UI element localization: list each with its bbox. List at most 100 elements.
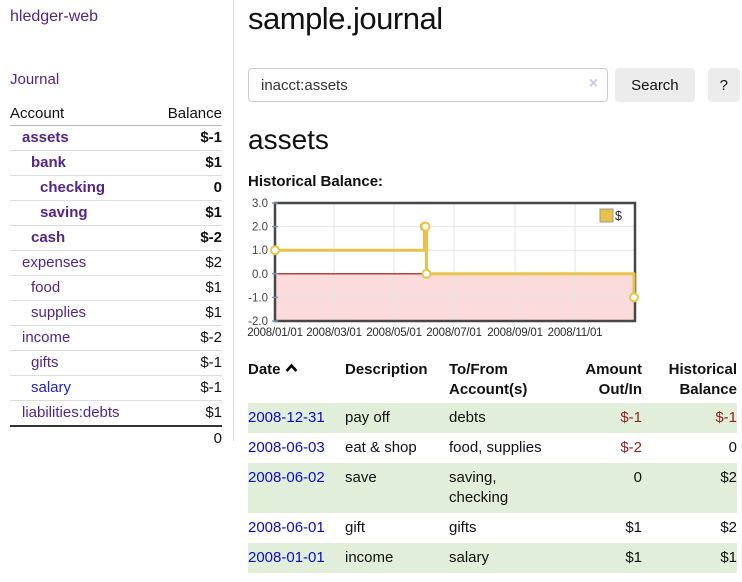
transaction-row: 2008-06-02 save saving, checking 0 $2: [248, 463, 737, 513]
account-balance: $1: [150, 150, 222, 176]
account-link[interactable]: bank: [10, 150, 150, 176]
main-content: sample.journal × Search ? assets Histori…: [247, 0, 740, 573]
sidebar-divider: [233, 0, 234, 441]
help-button[interactable]: ?: [707, 68, 740, 102]
register-col-tofrom-accounts: To/From Account(s): [449, 361, 528, 398]
register-table: Date Description To/From Account(s) Amount O…: [248, 360, 737, 573]
account-balance: $-2: [150, 325, 222, 351]
account-link[interactable]: gifts: [10, 350, 150, 376]
accounts-col-account: Account: [10, 102, 150, 126]
transaction-row: 2008-06-03 eat & shop food, supplies $-2 0: [248, 433, 737, 463]
transaction-balance: $-1: [715, 409, 737, 426]
transaction-description: eat & shop: [345, 439, 417, 456]
account-link[interactable]: liabilities:debts: [10, 400, 150, 427]
transaction-balance: $1: [720, 549, 737, 566]
accounts-col-balance: Balance: [150, 102, 222, 126]
transaction-description: pay off: [345, 409, 390, 426]
search-form: × Search ?: [248, 68, 740, 102]
account-row: liabilities:debts $1: [10, 400, 222, 427]
transaction-amount: $-2: [620, 439, 642, 456]
account-link[interactable]: supplies: [10, 300, 150, 326]
account-balance: $-1: [150, 375, 222, 401]
account-row: salary $-1: [10, 375, 222, 401]
accounts-header-row: Account Balance: [10, 102, 222, 126]
svg-text:2008/09/01: 2008/09/01: [487, 327, 543, 339]
account-row: gifts $-1: [10, 350, 222, 376]
account-row: saving $1: [10, 200, 222, 226]
transaction-row: 2008-12-31 pay off debts $-1 $-1: [248, 403, 737, 433]
account-balance: $-1: [150, 125, 222, 151]
chart-title: Historical Balance:: [248, 173, 384, 190]
transaction-amount: $1: [625, 549, 642, 566]
account-row: cash $-2: [10, 225, 222, 251]
account-link[interactable]: salary: [10, 375, 150, 401]
transaction-row: 2008-01-01 income salary $1 $1: [248, 543, 737, 573]
svg-text:1.0: 1.0: [252, 245, 268, 257]
accounts-total-value: 0: [150, 425, 222, 451]
account-balance: $1: [150, 275, 222, 301]
svg-text:2008/07/01: 2008/07/01: [426, 327, 482, 339]
account-link[interactable]: checking: [10, 175, 150, 201]
transaction-balance: 0: [728, 439, 737, 456]
clear-search-icon[interactable]: ×: [588, 75, 599, 92]
svg-text:3.0: 3.0: [252, 198, 268, 210]
transaction-description: save: [345, 469, 377, 486]
account-balance: $2: [150, 250, 222, 276]
account-balance: $1: [150, 200, 222, 226]
transaction-date-link[interactable]: 2008-06-01: [248, 519, 325, 536]
sidebar-item-journal[interactable]: Journal: [10, 71, 60, 88]
app-title-link[interactable]: hledger-web: [10, 8, 99, 25]
transaction-amount: $-1: [620, 409, 642, 426]
account-row: bank $1: [10, 150, 222, 176]
account-link[interactable]: food: [10, 275, 150, 301]
account-link[interactable]: income: [10, 325, 150, 351]
register-col-historical-balance: Historical Balance: [668, 361, 737, 398]
transaction-date-link[interactable]: 2008-12-31: [248, 409, 325, 426]
sidebar: hledger-web Journal Account Balance asse…: [0, 0, 233, 451]
transaction-accounts: debts: [449, 409, 486, 426]
svg-text:$: $: [615, 209, 622, 223]
svg-text:-2.0: -2.0: [248, 316, 268, 328]
svg-text:2008/01/01: 2008/01/01: [247, 327, 303, 339]
transaction-date-link[interactable]: 2008-06-03: [248, 439, 325, 456]
svg-text:2008/11/01: 2008/11/01: [548, 327, 603, 339]
search-button[interactable]: Search: [615, 68, 695, 102]
transaction-description: gift: [345, 519, 366, 536]
transaction-accounts: saving, checking: [449, 469, 509, 506]
account-balance: $-2: [150, 225, 222, 251]
account-link[interactable]: cash: [10, 225, 150, 251]
account-row: food $1: [10, 275, 222, 301]
register-header-row: Date Description To/From Account(s) Amount O…: [248, 360, 737, 403]
transaction-date-link[interactable]: 2008-06-02: [248, 469, 325, 486]
account-heading: assets: [248, 124, 329, 155]
account-link[interactable]: saving: [10, 200, 150, 226]
accounts-total-row: 0: [10, 425, 222, 451]
svg-text:2008/05/01: 2008/05/01: [366, 327, 422, 339]
account-balance: $1: [150, 400, 222, 427]
account-link[interactable]: expenses: [10, 250, 150, 276]
account-row: expenses $2: [10, 250, 222, 276]
search-input-wrap: ×: [248, 68, 609, 102]
svg-text:-1.0: -1.0: [248, 292, 268, 304]
transaction-row: 2008-06-01 gift gifts $1 $2: [248, 513, 737, 543]
transaction-accounts: salary: [449, 549, 490, 566]
svg-text:0.0: 0.0: [252, 269, 268, 281]
svg-text:2008/03/01: 2008/03/01: [306, 327, 362, 339]
transaction-amount: $1: [625, 519, 642, 536]
transaction-date-link[interactable]: 2008-01-01: [248, 549, 325, 566]
transaction-description: income: [345, 549, 394, 566]
register-col-amount-outin: Amount Out/In: [585, 361, 642, 398]
spacer: [10, 425, 150, 451]
account-link[interactable]: assets: [10, 125, 150, 151]
svg-text:2.0: 2.0: [252, 222, 268, 234]
page-title: sample.journal: [248, 1, 443, 36]
account-row: income $-2: [10, 325, 222, 351]
transaction-balance: $2: [720, 469, 737, 486]
register-col-date[interactable]: Date: [248, 360, 345, 403]
transaction-accounts: gifts: [449, 519, 477, 536]
search-input[interactable]: [248, 68, 609, 102]
account-row: assets $-1: [10, 125, 222, 151]
accounts-table: Account Balance assets $-1 bank $1 checking 0…: [10, 102, 222, 451]
